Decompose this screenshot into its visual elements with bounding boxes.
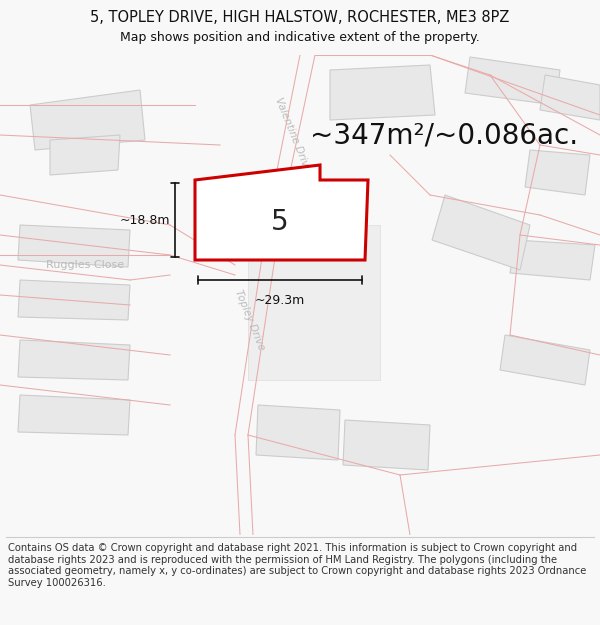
Text: Contains OS data © Crown copyright and database right 2021. This information is : Contains OS data © Crown copyright and d…	[8, 543, 586, 588]
Text: ~29.3m: ~29.3m	[255, 294, 305, 306]
Polygon shape	[330, 65, 435, 120]
Text: ~347m²/~0.086ac.: ~347m²/~0.086ac.	[310, 121, 578, 149]
Text: Map shows position and indicative extent of the property.: Map shows position and indicative extent…	[120, 31, 480, 44]
Polygon shape	[50, 135, 120, 175]
Polygon shape	[256, 405, 340, 460]
Polygon shape	[18, 395, 130, 435]
Polygon shape	[248, 225, 380, 380]
Polygon shape	[18, 225, 130, 267]
Text: Ruggles Close: Ruggles Close	[46, 260, 124, 270]
Polygon shape	[30, 90, 145, 150]
Polygon shape	[465, 57, 560, 105]
Polygon shape	[540, 75, 600, 120]
Polygon shape	[525, 150, 590, 195]
Polygon shape	[500, 335, 590, 385]
Text: Topley Drive: Topley Drive	[233, 288, 266, 352]
Text: 5: 5	[271, 208, 289, 236]
Polygon shape	[195, 165, 368, 260]
Text: ~18.8m: ~18.8m	[119, 214, 170, 226]
Text: 5, TOPLEY DRIVE, HIGH HALSTOW, ROCHESTER, ME3 8PZ: 5, TOPLEY DRIVE, HIGH HALSTOW, ROCHESTER…	[91, 9, 509, 24]
Text: Valentine Drive: Valentine Drive	[274, 96, 313, 174]
Polygon shape	[343, 420, 430, 470]
Polygon shape	[510, 240, 595, 280]
Polygon shape	[18, 280, 130, 320]
Polygon shape	[18, 340, 130, 380]
Polygon shape	[432, 195, 530, 270]
